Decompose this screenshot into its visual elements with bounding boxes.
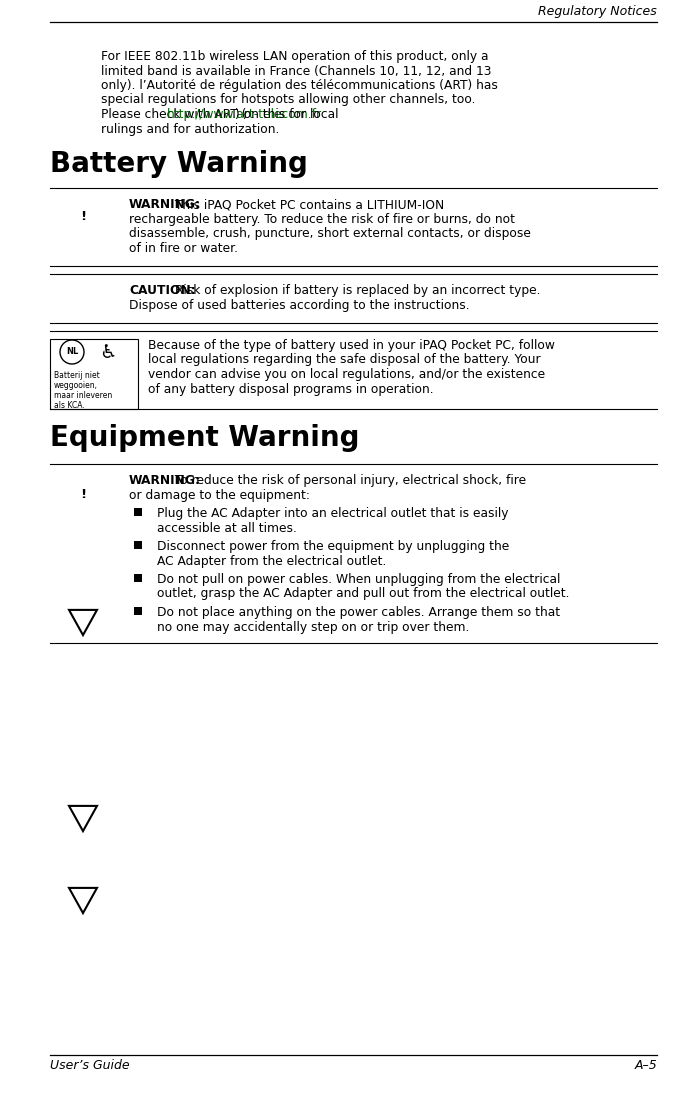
Text: Batterij niet: Batterij niet (54, 371, 100, 380)
Text: maar inleveren: maar inleveren (54, 391, 112, 400)
Text: special regulations for hotspots allowing other channels, too.: special regulations for hotspots allowin… (101, 93, 475, 107)
Text: WARNING:: WARNING: (129, 198, 201, 211)
Text: disassemble, crush, puncture, short external contacts, or dispose: disassemble, crush, puncture, short exte… (129, 227, 531, 240)
Text: accessible at all times.: accessible at all times. (157, 522, 297, 534)
Text: limited band is available in France (Channels 10, 11, 12, and 13: limited band is available in France (Cha… (101, 65, 491, 78)
Text: Regulatory Notices: Regulatory Notices (538, 4, 657, 18)
Text: Because of the type of battery used in your iPAQ Pocket PC, follow: Because of the type of battery used in y… (148, 339, 555, 352)
Text: no one may accidentally step on or trip over them.: no one may accidentally step on or trip … (157, 621, 469, 633)
Text: WARNING:: WARNING: (129, 474, 201, 487)
Text: Do not pull on power cables. When unplugging from the electrical: Do not pull on power cables. When unplug… (157, 573, 561, 587)
Text: !: ! (80, 210, 86, 224)
Bar (134, 541, 142, 549)
Bar (134, 574, 142, 582)
Text: CAUTION:: CAUTION: (129, 284, 196, 297)
Text: Please check with ART (: Please check with ART ( (101, 108, 247, 121)
Text: of in fire or water.: of in fire or water. (129, 242, 238, 255)
Text: To reduce the risk of personal injury, electrical shock, fire: To reduce the risk of personal injury, e… (171, 474, 526, 487)
Text: For IEEE 802.11b wireless LAN operation of this product, only a: For IEEE 802.11b wireless LAN operation … (101, 50, 488, 63)
Text: or damage to the equipment:: or damage to the equipment: (129, 489, 310, 502)
Text: http://www.art-telecom.fr: http://www.art-telecom.fr (167, 108, 322, 121)
Text: weggooien,: weggooien, (54, 381, 98, 390)
Text: !: ! (80, 489, 86, 501)
Text: Disconnect power from the equipment by unplugging the: Disconnect power from the equipment by u… (157, 540, 509, 553)
Text: This iPAQ Pocket PC contains a LITHIUM-ION: This iPAQ Pocket PC contains a LITHIUM-I… (171, 198, 444, 211)
Text: Dispose of used batteries according to the instructions.: Dispose of used batteries according to t… (129, 298, 470, 312)
Text: als KCA.: als KCA. (54, 401, 85, 410)
Text: rulings and for authorization.: rulings and for authorization. (101, 122, 280, 136)
Text: vendor can advise you on local regulations, and/or the existence: vendor can advise you on local regulatio… (148, 368, 545, 381)
Bar (134, 508, 142, 516)
Text: AC Adapter from the electrical outlet.: AC Adapter from the electrical outlet. (157, 554, 386, 568)
Text: Plug the AC Adapter into an electrical outlet that is easily: Plug the AC Adapter into an electrical o… (157, 508, 508, 520)
Text: of any battery disposal programs in operation.: of any battery disposal programs in oper… (148, 383, 433, 395)
Text: only). l’Autorité de régulation des télécommunications (ART) has: only). l’Autorité de régulation des télé… (101, 79, 498, 92)
Text: Do not place anything on the power cables. Arrange them so that: Do not place anything on the power cable… (157, 605, 560, 619)
Text: rechargeable battery. To reduce the risk of fire or burns, do not: rechargeable battery. To reduce the risk… (129, 213, 515, 226)
Text: Risk of explosion if battery is replaced by an incorrect type.: Risk of explosion if battery is replaced… (171, 284, 541, 297)
Text: ) on this for local: ) on this for local (236, 108, 339, 121)
Text: Battery Warning: Battery Warning (50, 150, 308, 178)
Text: outlet, grasp the AC Adapter and pull out from the electrical outlet.: outlet, grasp the AC Adapter and pull ou… (157, 588, 570, 601)
Text: User’s Guide: User’s Guide (50, 1058, 130, 1072)
Bar (134, 607, 142, 615)
Text: NL: NL (66, 347, 78, 356)
Text: A–5: A–5 (634, 1058, 657, 1072)
Text: ♿: ♿ (99, 343, 117, 362)
Bar (50, 339, 138, 408)
Text: local regulations regarding the safe disposal of the battery. Your: local regulations regarding the safe dis… (148, 354, 541, 366)
Text: Equipment Warning: Equipment Warning (50, 424, 359, 452)
